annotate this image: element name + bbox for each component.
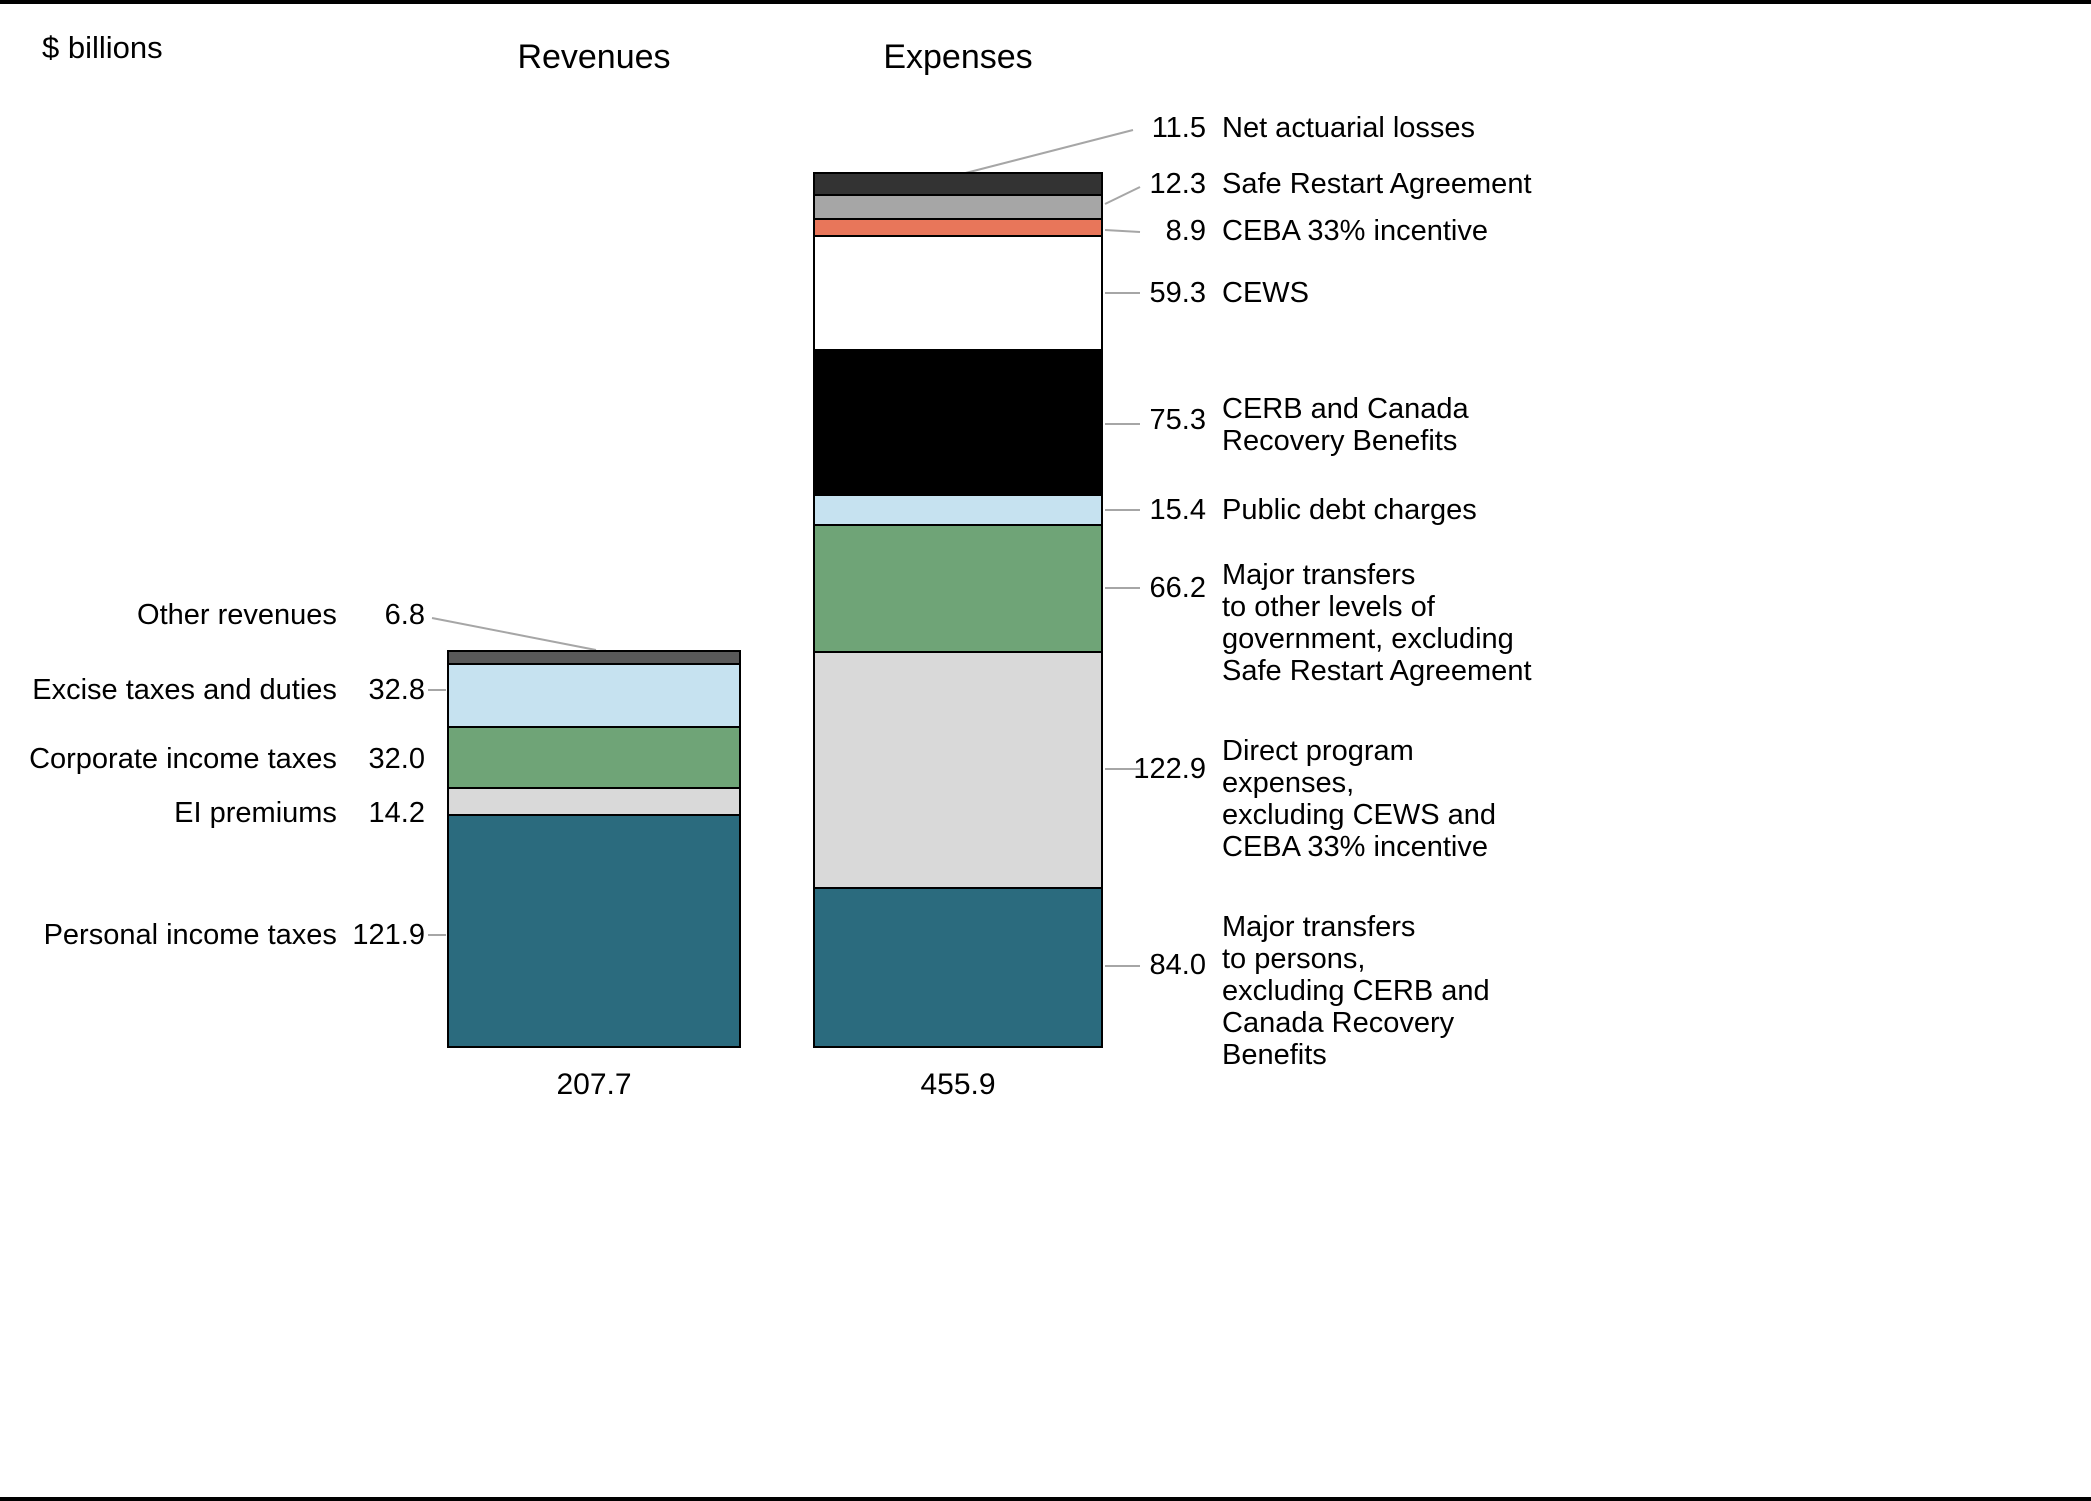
- bar-segment-excise-taxes-and-duties: [447, 663, 741, 726]
- value-cerb: 75.3: [1149, 404, 1206, 436]
- value-major-transfers-other: 66.2: [1149, 572, 1206, 604]
- segment-value: 6.8: [384, 599, 425, 631]
- leader-line-net-actuarial-losses: [949, 129, 1134, 178]
- bar-segment-corporate-income-taxes: [447, 726, 741, 787]
- bar-segment-ceba-33-incentive: [813, 218, 1103, 235]
- segment-label: Corporate income taxes: [29, 743, 337, 775]
- bar-segment-net-actuarial-losses: [813, 172, 1103, 194]
- label-safe-restart: Safe Restart Agreement: [1222, 168, 1532, 200]
- bar-segment-major-transfers-to-other-levels-of-gover: [813, 524, 1103, 651]
- bar-segment-cerb-and-canada-recovery-benefits: [813, 349, 1103, 494]
- segment-label: Other revenues: [137, 599, 337, 631]
- label-major-transfers-persons: Major transfers to persons, excluding CE…: [1222, 911, 1490, 1071]
- value-safe-restart: 12.3: [1149, 168, 1206, 200]
- bar-segment-safe-restart-agreement: [813, 194, 1103, 218]
- revenues-total: 207.7: [556, 1068, 632, 1101]
- bar-segment-public-debt-charges: [813, 494, 1103, 524]
- label-ei-premiums: EI premiums 14.2: [174, 797, 425, 829]
- value-public-debt: 15.4: [1149, 494, 1206, 526]
- label-personal-income-taxes: Personal income taxes 121.9: [44, 919, 425, 951]
- label-cews: CEWS: [1222, 277, 1309, 309]
- expenses-bar: [813, 172, 1103, 1048]
- segment-value: 32.0: [368, 743, 425, 775]
- unit-label: $ billions: [42, 30, 163, 65]
- label-net-actuarial-losses: Net actuarial losses: [1222, 112, 1476, 144]
- segment-value: 121.9: [352, 919, 425, 951]
- segment-value: 32.8: [368, 674, 425, 706]
- leader-line-other-revenues: [431, 617, 597, 651]
- revenues-bar: [447, 650, 741, 1048]
- value-direct-program: 122.9: [1133, 753, 1206, 785]
- bar-segment-other-revenues: [447, 650, 741, 663]
- value-major-transfers-persons: 84.0: [1149, 949, 1206, 981]
- label-direct-program: Direct program expenses, excluding CEWS …: [1222, 735, 1497, 863]
- value-net-actuarial-losses: 11.5: [1151, 112, 1206, 144]
- bar-segment-personal-income-taxes: [447, 814, 741, 1048]
- segment-label: Personal income taxes: [43, 919, 337, 951]
- column-header-expenses: Expenses: [883, 38, 1033, 76]
- label-excise-taxes: Excise taxes and duties 32.8: [32, 674, 425, 706]
- segment-value: 14.2: [368, 797, 425, 829]
- label-corporate-income-taxes: Corporate income taxes 32.0: [29, 743, 425, 775]
- segment-label: Excise taxes and duties: [32, 674, 337, 706]
- bar-segment-direct-program-expenses-excluding-cews-a: [813, 651, 1103, 887]
- bar-segment-cews: [813, 235, 1103, 349]
- bar-segment-ei-premiums: [447, 787, 741, 814]
- segment-label: EI premiums: [174, 797, 337, 829]
- label-major-transfers-other: Major transfers to other levels of gover…: [1222, 559, 1532, 687]
- expenses-total: 455.9: [920, 1068, 996, 1101]
- label-public-debt: Public debt charges: [1222, 494, 1477, 526]
- label-other-revenues: Other revenues 6.8: [137, 599, 425, 631]
- label-ceba: CEBA 33% incentive: [1222, 215, 1488, 247]
- label-cerb: CERB and Canada Recovery Benefits: [1222, 393, 1469, 457]
- column-header-revenues: Revenues: [517, 38, 671, 76]
- bar-segment-major-transfers-to-persons-excluding-cer: [813, 887, 1103, 1048]
- value-cews: 59.3: [1149, 277, 1206, 309]
- value-ceba: 8.9: [1165, 215, 1206, 247]
